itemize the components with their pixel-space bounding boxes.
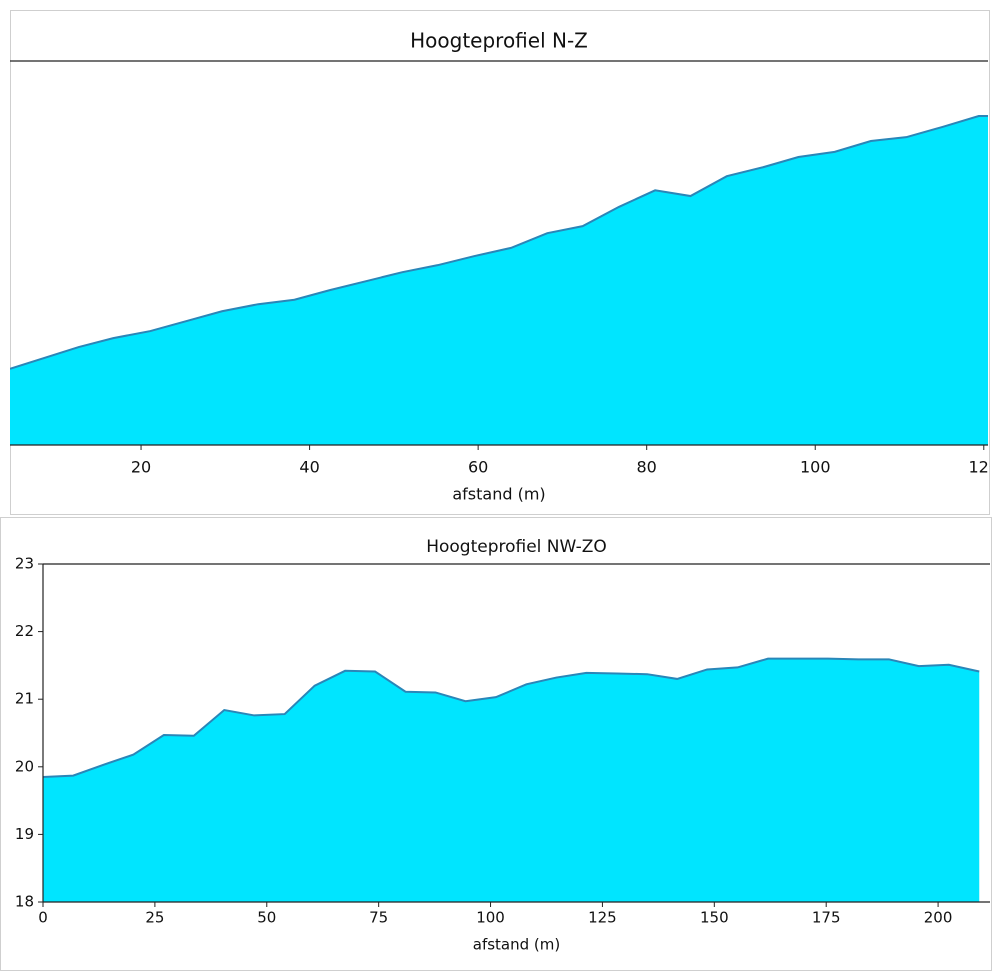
y-tick-label: 20: [15, 757, 34, 775]
y-tick-label: 19: [15, 825, 34, 843]
y-tick-label: 18: [15, 893, 34, 911]
area-line: [42, 657, 980, 778]
chart-title: Hoogteprofiel NW-ZO: [426, 537, 607, 557]
y-tick-label: 22: [15, 622, 34, 640]
x-tick-label: 60: [468, 458, 488, 477]
x-tick-label: 50: [257, 909, 276, 927]
x-tick-label: 125: [588, 909, 617, 927]
x-axis-label: afstand (m): [452, 485, 545, 504]
x-tick-label: 100: [800, 458, 831, 477]
x-tick-label: 75: [369, 909, 388, 927]
area-line: [10, 115, 988, 370]
x-tick-label: 100: [476, 909, 505, 927]
chart: 0 25 50 75 100 125 150 175 200 18 19 20 21 22 23 Hoogte…: [15, 537, 990, 954]
y-tick-label: 21: [15, 690, 34, 708]
x-tick-label: 0: [38, 909, 48, 927]
y-tick-label: 23: [15, 555, 34, 573]
x-tick-label: 120: [969, 458, 992, 477]
x-tick-label: 150: [700, 909, 729, 927]
area-fill: [10, 116, 988, 445]
x-axis-label: afstand (m): [473, 936, 560, 954]
area-fill: [43, 658, 980, 902]
x-tick-label: 175: [812, 909, 841, 927]
chart-title: Hoogteprofiel N-Z: [410, 29, 588, 53]
x-tick-label: 40: [299, 458, 319, 477]
x-tick-label: 25: [145, 909, 164, 927]
x-tick-label: 200: [924, 909, 953, 927]
chart: 20 40 60 80 100 120 Hoogteprofiel N-Z afstand (…: [10, 29, 992, 504]
x-tick-label: 80: [637, 458, 657, 477]
x-tick-label: 20: [131, 458, 151, 477]
